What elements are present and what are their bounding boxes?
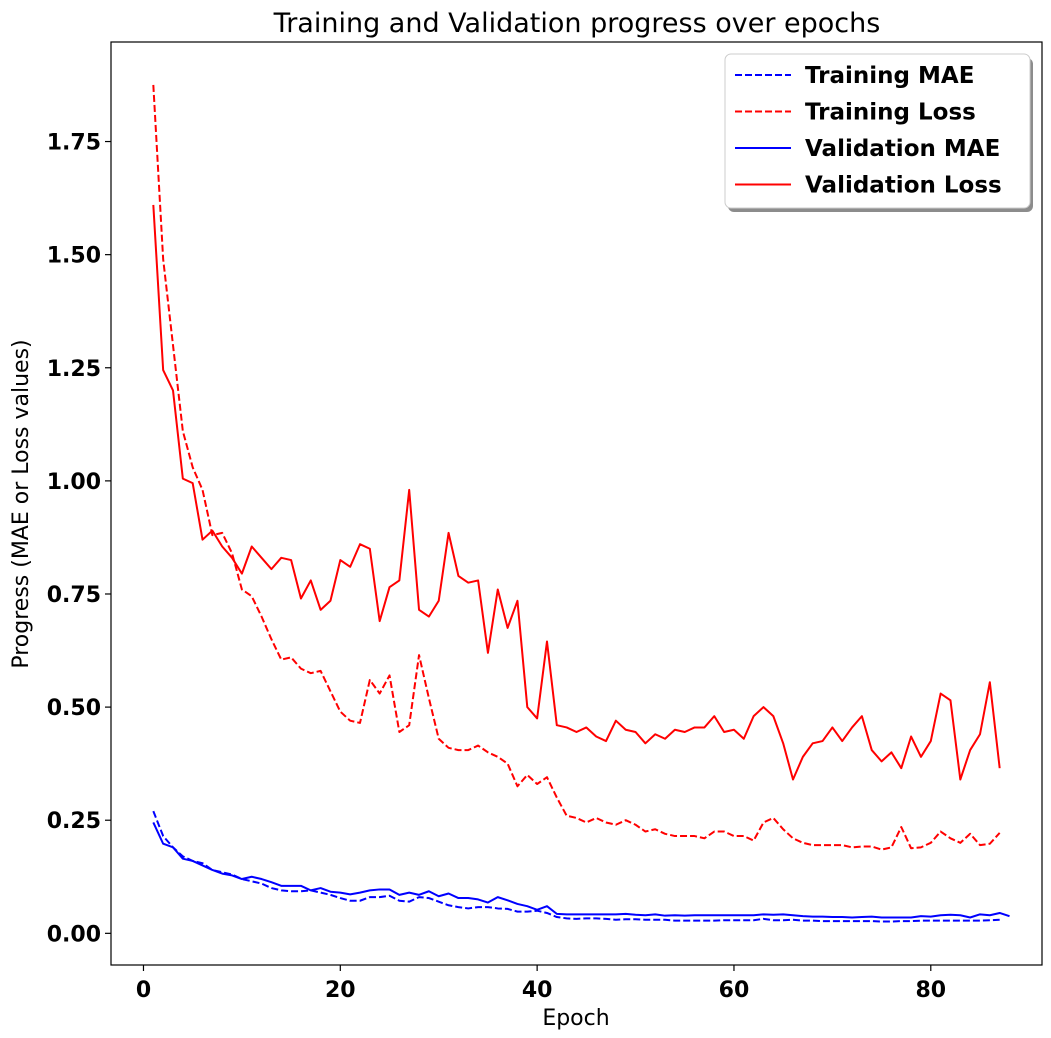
legend-label: Validation Loss [805,173,1002,199]
legend-label: Training MAE [805,63,974,89]
legend-label: Training Loss [805,100,976,126]
y-tick-label: 0.00 [47,922,101,947]
legend-box [724,53,1031,209]
axis-ticks: 0 20 40 60 80 0.00 0.25 0.50 0.75 1.00 1.25 1.50 1.7… [47,131,946,1003]
y-axis-label: Progress (MAE or Loss values) [9,339,34,668]
series-line-training-mae [152,810,1000,923]
x-tick-label: 60 [719,978,750,1003]
plot-area [152,84,1010,923]
series-line-training-loss [152,84,1001,851]
plot-frame [110,41,1043,966]
legend-label: Validation MAE [805,136,1000,162]
y-tick-label: 0.50 [47,696,101,721]
series-line-validation-mae [152,822,1010,919]
x-tick-label: 80 [915,978,946,1003]
x-axis-label: Epoch [542,1006,609,1031]
y-tick-label: 1.75 [47,131,101,156]
legend: Training MAE Training Loss Validation MAE V… [724,53,1033,212]
y-tick-label: 0.75 [47,583,101,608]
chart-title: Training and Validation progress over ep… [273,8,881,39]
x-tick-label: 40 [522,978,553,1003]
y-tick-label: 0.25 [47,809,101,834]
series-line-validation-loss [152,204,1001,781]
x-tick-label: 0 [136,978,151,1003]
y-tick-label: 1.00 [47,470,101,495]
y-tick-label: 1.50 [47,244,101,269]
x-tick-label: 20 [325,978,356,1003]
y-tick-label: 1.25 [47,357,101,382]
